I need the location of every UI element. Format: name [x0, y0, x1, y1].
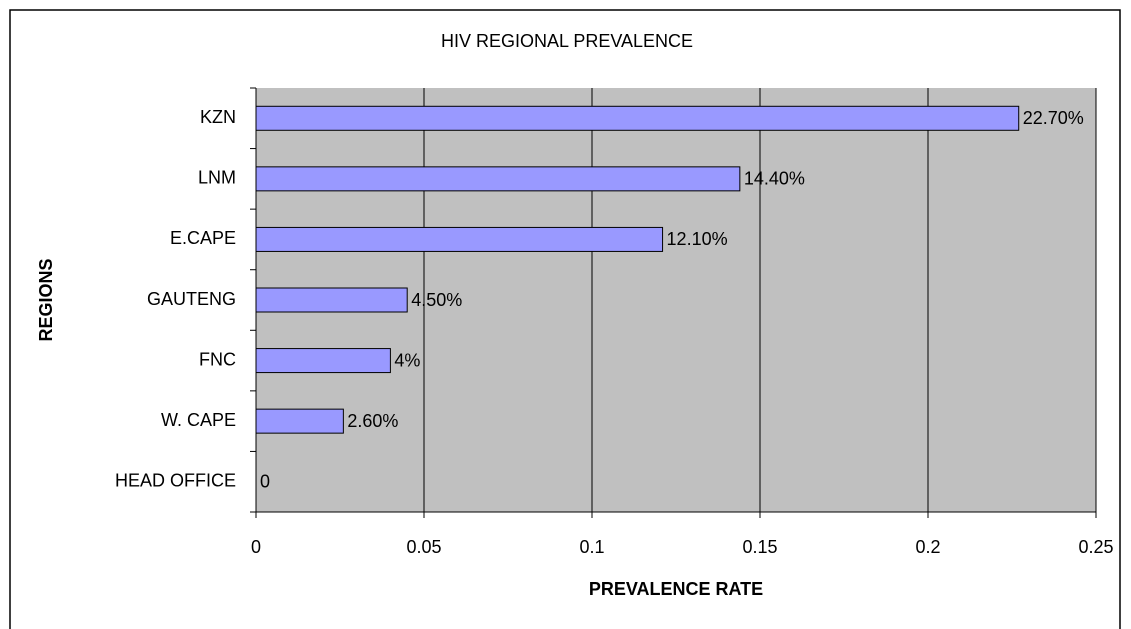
value-label: 0: [260, 471, 270, 491]
chart-title: HIV REGIONAL PREVALENCE: [441, 31, 693, 51]
value-label: 2.60%: [347, 411, 398, 431]
value-label: 4%: [394, 350, 420, 370]
y-tick-label: HEAD OFFICE: [115, 470, 236, 490]
y-tick-label: KZN: [200, 107, 236, 127]
bar: [255, 226, 664, 252]
x-tick-label: 0.15: [742, 537, 777, 557]
x-tick-label: 0.25: [1078, 537, 1113, 557]
y-axis-label: REGIONS: [36, 258, 56, 341]
bar: [255, 105, 1020, 131]
y-tick-label: W. CAPE: [161, 410, 236, 430]
x-tick-label: 0.1: [579, 537, 604, 557]
y-tick-label: FNC: [199, 349, 236, 369]
bar: [255, 348, 391, 374]
value-label: 4.50%: [411, 290, 462, 310]
value-label: 22.70%: [1023, 108, 1084, 128]
x-axis-label: PREVALENCE RATE: [589, 579, 763, 599]
x-tick-label: 0.05: [406, 537, 441, 557]
value-label: 14.40%: [744, 169, 805, 189]
y-tick-label: GAUTENG: [147, 289, 236, 309]
x-tick-label: 0: [251, 537, 261, 557]
value-label: 12.10%: [667, 229, 728, 249]
x-tick-label: 0.2: [915, 537, 940, 557]
bar: [255, 166, 741, 192]
bar: [255, 408, 344, 434]
bar: [255, 287, 408, 313]
y-tick-label: LNM: [198, 168, 236, 188]
y-tick-label: E.CAPE: [170, 228, 236, 248]
